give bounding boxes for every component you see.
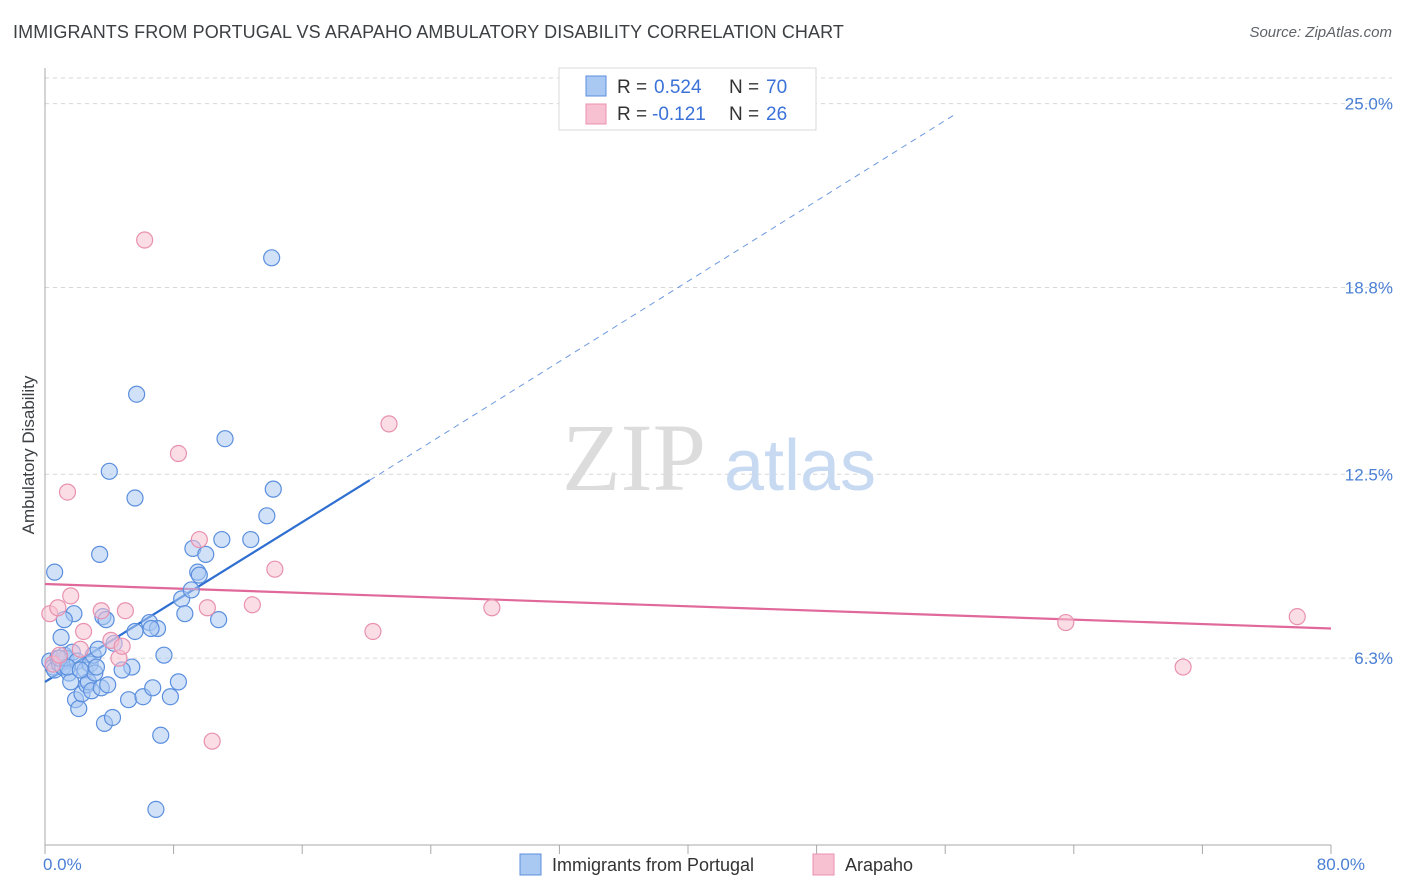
point-portugal-55 xyxy=(126,489,144,507)
point-arapaho-25 xyxy=(50,646,69,664)
legend-swatch-pink xyxy=(812,853,835,876)
y-tick-label-2: 18.8% xyxy=(1345,278,1393,297)
point-arapaho-24 xyxy=(243,596,261,614)
point-portugal-67 xyxy=(190,566,208,584)
trend-line-arapaho xyxy=(44,582,1332,630)
x-tick-label-1: 80.0% xyxy=(1317,855,1365,874)
point-portugal-43 xyxy=(176,605,194,623)
stats-n-value-pink: 26 xyxy=(766,104,787,125)
watermark: ZIP atlas xyxy=(562,404,876,511)
trend-line-portugal-extension xyxy=(369,115,954,481)
y-tick-label-1: 12.5% xyxy=(1345,465,1393,484)
point-portugal-62 xyxy=(99,676,117,694)
chart-title: IMMIGRANTS FROM PORTUGAL VS ARAPAHO AMBU… xyxy=(13,22,844,42)
watermark-atlas: atlas xyxy=(724,426,876,506)
point-portugal-34 xyxy=(126,622,144,641)
point-arapaho-20 xyxy=(483,599,501,617)
stats-r-value-pink: -0.121 xyxy=(652,104,706,125)
stats-n-label-blue: N = xyxy=(729,77,764,98)
point-arapaho-23 xyxy=(1288,608,1306,626)
point-portugal-49 xyxy=(242,530,260,549)
point-arapaho-14 xyxy=(190,530,208,549)
point-portugal-48 xyxy=(213,530,231,549)
point-arapaho-22 xyxy=(1174,658,1192,676)
point-arapaho-16 xyxy=(203,732,221,750)
point-portugal-61 xyxy=(71,661,89,679)
stats-r-value-blue: 0.524 xyxy=(654,77,702,98)
point-arapaho-7 xyxy=(92,602,110,620)
point-portugal-46 xyxy=(197,545,215,563)
stats-swatch-blue xyxy=(585,75,607,97)
point-arapaho-2 xyxy=(49,599,67,617)
point-portugal-47 xyxy=(210,611,228,629)
point-arapaho-15 xyxy=(198,599,216,617)
point-portugal-5 xyxy=(52,628,70,647)
stats-n-value-blue: 70 xyxy=(766,77,787,98)
point-arapaho-21 xyxy=(1057,613,1075,632)
point-portugal-64 xyxy=(142,619,160,638)
point-portugal-54 xyxy=(100,462,118,480)
point-portugal-50 xyxy=(258,507,276,525)
point-arapaho-19 xyxy=(380,415,398,433)
point-arapaho-18 xyxy=(364,622,382,641)
stats-n-label-pink: N = xyxy=(729,104,764,125)
point-portugal-51 xyxy=(264,480,282,498)
point-arapaho-6 xyxy=(74,622,93,641)
legend-swatch-blue xyxy=(519,853,542,876)
chart-source: Source: ZipAtlas.com xyxy=(1249,24,1392,41)
legend: Immigrants from Portugal Arapaho xyxy=(519,853,913,876)
point-arapaho-5 xyxy=(71,640,89,658)
gridlines xyxy=(45,77,1392,659)
stats-r-label-blue: R = xyxy=(617,77,652,98)
point-portugal-65 xyxy=(169,673,188,691)
point-portugal-41 xyxy=(161,688,179,706)
point-arapaho-12 xyxy=(136,231,154,249)
point-arapaho-13 xyxy=(169,444,188,463)
y-axis-label: Ambulatory Disability xyxy=(19,375,38,534)
point-arapaho-4 xyxy=(62,587,80,605)
point-portugal-69 xyxy=(147,800,165,819)
point-portugal-40 xyxy=(155,646,173,664)
legend-label-blue: Immigrants from Portugal xyxy=(552,855,754,875)
point-portugal-24 xyxy=(87,658,106,676)
y-tick-label-3: 25.0% xyxy=(1345,95,1393,114)
point-portugal-15 xyxy=(70,699,88,718)
point-portugal-56 xyxy=(128,385,146,403)
point-portugal-30 xyxy=(103,708,122,727)
point-portugal-37 xyxy=(144,679,162,697)
y-axis-tick-labels: 6.3% 12.5% 18.8% 25.0% xyxy=(1345,95,1393,669)
point-arapaho-17 xyxy=(266,560,284,578)
legend-label-pink: Arapaho xyxy=(845,855,913,875)
trend-lines xyxy=(44,115,1332,683)
point-portugal-52 xyxy=(46,563,64,581)
point-portugal-57 xyxy=(216,430,234,448)
stats-r-label-pink: R = xyxy=(617,104,652,125)
point-portugal-39 xyxy=(152,726,170,744)
point-portugal-25 xyxy=(89,640,107,658)
series-arapaho xyxy=(41,231,1306,750)
point-portugal-53 xyxy=(91,545,109,563)
x-axis-ticks: 0.0% 80.0% xyxy=(43,845,1365,874)
watermark-zip: ZIP xyxy=(562,404,706,511)
y-tick-label-0: 6.3% xyxy=(1354,649,1393,668)
point-portugal-32 xyxy=(119,691,138,709)
point-arapaho-11 xyxy=(116,602,134,620)
point-portugal-58 xyxy=(263,249,281,267)
point-arapaho-10 xyxy=(113,637,131,655)
stats-swatch-pink xyxy=(585,103,607,125)
x-tick-label-0: 0.0% xyxy=(43,855,82,874)
stats-box: R = 0.524 N = 70 R = -0.121 N = 26 xyxy=(558,67,817,131)
point-portugal-66 xyxy=(182,581,200,599)
series-immigrants-from-portugal xyxy=(41,249,282,819)
point-arapaho-3 xyxy=(58,483,77,501)
